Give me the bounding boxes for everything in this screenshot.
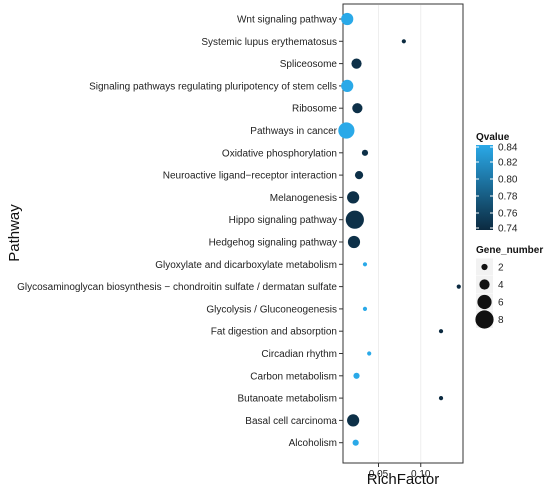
data-point xyxy=(341,80,353,92)
category-label: Fat digestion and absorption xyxy=(211,327,337,338)
data-point xyxy=(367,351,371,355)
x-axis-title: RichFactor xyxy=(367,471,440,488)
data-point xyxy=(402,39,406,43)
data-point xyxy=(353,373,359,379)
category-label: Oxidative phosphorylation xyxy=(222,148,337,159)
colorbar-tick-label: 0.76 xyxy=(498,209,518,220)
category-label: Circadian rhythm xyxy=(261,349,337,360)
category-label: Glycosaminoglycan biosynthesis − chondro… xyxy=(17,282,337,293)
size-legend-label: 8 xyxy=(498,315,504,326)
data-point xyxy=(346,211,364,229)
data-point xyxy=(363,262,367,266)
size-legend-dot xyxy=(481,264,487,270)
size-legend-dot xyxy=(477,295,491,309)
colorbar-tick-label: 0.82 xyxy=(498,158,518,169)
category-label: Basal cell carcinoma xyxy=(245,416,337,427)
colorbar-tick-label: 0.78 xyxy=(498,192,518,203)
data-point xyxy=(363,307,367,311)
category-label: Signaling pathways regulating pluripoten… xyxy=(89,81,337,92)
category-label: Melanogenesis xyxy=(270,193,337,204)
data-point xyxy=(353,440,359,446)
data-point xyxy=(457,285,461,289)
data-point xyxy=(338,122,354,138)
qvalue-legend: Qvalue 0.84 0.82 0.80 0.78 0.76 0.74 xyxy=(476,132,518,235)
category-label: Hippo signaling pathway xyxy=(229,215,337,226)
data-point xyxy=(439,329,443,333)
category-label: Ribosome xyxy=(292,104,337,115)
colorbar-tick-label: 0.74 xyxy=(498,224,518,235)
category-label: Glyoxylate and dicarboxylate metabolism xyxy=(155,260,337,271)
category-label: Neuroactive ligand−receptor interaction xyxy=(163,171,337,182)
size-legend-label: 2 xyxy=(498,263,504,274)
size-legend-dot xyxy=(479,279,489,289)
category-label: Butanoate metabolism xyxy=(237,394,337,405)
data-point xyxy=(351,59,361,69)
category-label: Wnt signaling pathway xyxy=(237,15,337,26)
data-point xyxy=(347,414,359,426)
category-label: Alcoholism xyxy=(289,438,337,449)
data-point xyxy=(439,396,443,400)
category-labels: Wnt signaling pathway Systemic lupus eryt… xyxy=(17,15,338,450)
plot-panel xyxy=(343,4,463,463)
colorbar-tick-label: 0.80 xyxy=(498,175,518,186)
data-point xyxy=(348,236,360,248)
category-label: Systemic lupus erythematosus xyxy=(201,37,337,48)
gene-number-legend-items: 2 4 6 8 xyxy=(475,259,504,329)
gene-number-legend: Gene_number 2 4 6 8 xyxy=(475,245,543,329)
data-point xyxy=(355,171,363,179)
category-label: Pathways in cancer xyxy=(250,126,337,137)
category-label: Carbon metabolism xyxy=(250,371,337,382)
category-label: Spliceosome xyxy=(280,59,338,70)
size-legend-dot xyxy=(475,310,493,328)
category-label: Glycolysis / Gluconeogenesis xyxy=(206,304,337,315)
qvalue-colorbar xyxy=(476,145,493,230)
gene-number-legend-title: Gene_number xyxy=(476,245,543,256)
colorbar-tick-label: 0.84 xyxy=(498,143,518,154)
data-point xyxy=(362,150,368,156)
data-point xyxy=(341,13,353,25)
data-point xyxy=(352,103,362,113)
qvalue-legend-title: Qvalue xyxy=(476,132,510,143)
y-axis-title: Pathway xyxy=(6,204,23,262)
size-legend-label: 4 xyxy=(498,280,504,291)
data-point xyxy=(347,191,359,203)
category-label: Hedgehog signaling pathway xyxy=(209,238,337,249)
size-legend-label: 6 xyxy=(498,298,504,309)
